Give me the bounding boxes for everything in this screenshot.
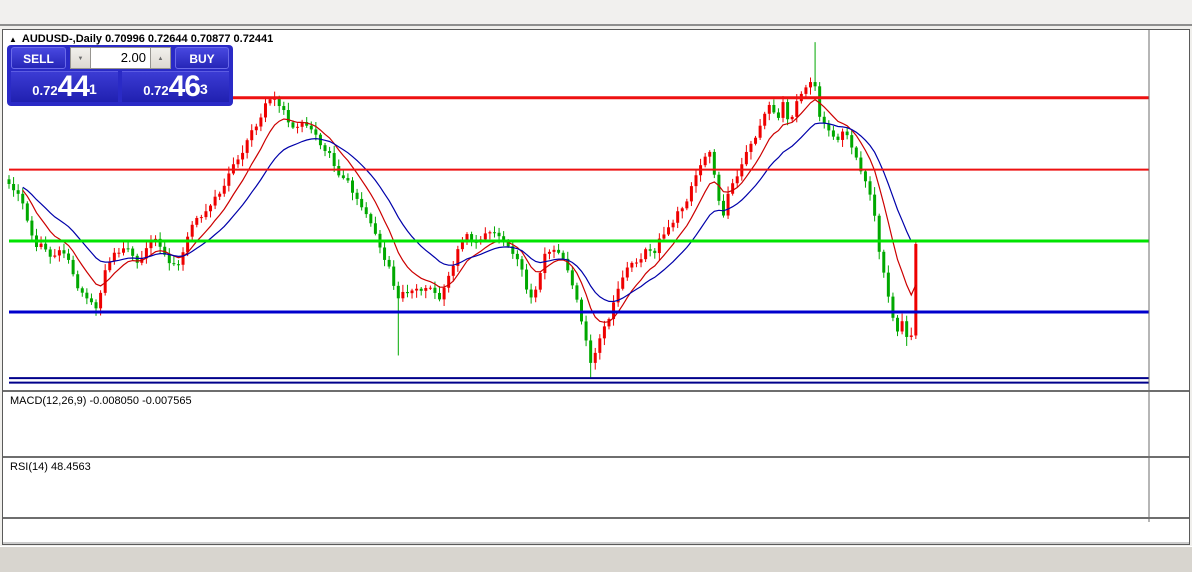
sell-price-pips: 44 — [57, 70, 90, 103]
ma-fast-line — [22, 98, 917, 323]
sell-price-point: 1 — [88, 81, 97, 97]
volume-input[interactable]: 2.00 — [90, 47, 151, 69]
sell-price-button[interactable]: 0.72 44 1 — [11, 71, 118, 102]
buy-price-point: 3 — [199, 81, 208, 97]
chart-window: ▲ AUDUSD-,Daily 0.70996 0.72644 0.70877 0… — [2, 29, 1190, 545]
buy-price-pips: 46 — [168, 70, 201, 103]
macd-indicator-label: MACD(12,26,9) -0.008050 -0.007565 — [10, 395, 192, 407]
sell-button[interactable]: SELL — [11, 47, 66, 69]
buy-button[interactable]: BUY — [175, 47, 229, 69]
buy-price-prefix: 0.72 — [143, 83, 169, 98]
one-click-trade-panel: SELL ▼ 2.00 ▲ BUY 0.72 44 1 0.72 46 3 — [7, 45, 233, 106]
volume-increase-button[interactable]: ▲ — [150, 47, 171, 69]
buy-price-button[interactable]: 0.72 46 3 — [122, 71, 229, 102]
price-chart-canvas[interactable] — [3, 30, 1189, 544]
timeframe-toolbar — [0, 0, 1192, 26]
collapse-chart-icon[interactable]: ▲ — [9, 35, 17, 44]
chart-tab-bar — [0, 546, 1192, 572]
ma-slow-line — [22, 122, 916, 303]
chart-title: ▲ AUDUSD-,Daily 0.70996 0.72644 0.70877 0… — [9, 33, 273, 45]
chart-symbol-label: AUDUSD-,Daily — [21, 33, 102, 45]
rsi-indicator-label: RSI(14) 48.4563 — [10, 461, 91, 473]
volume-decrease-button[interactable]: ▼ — [70, 47, 91, 69]
sell-price-prefix: 0.72 — [32, 83, 58, 98]
chart-ohlc-values: 0.70996 0.72644 0.70877 0.72441 — [105, 33, 274, 45]
